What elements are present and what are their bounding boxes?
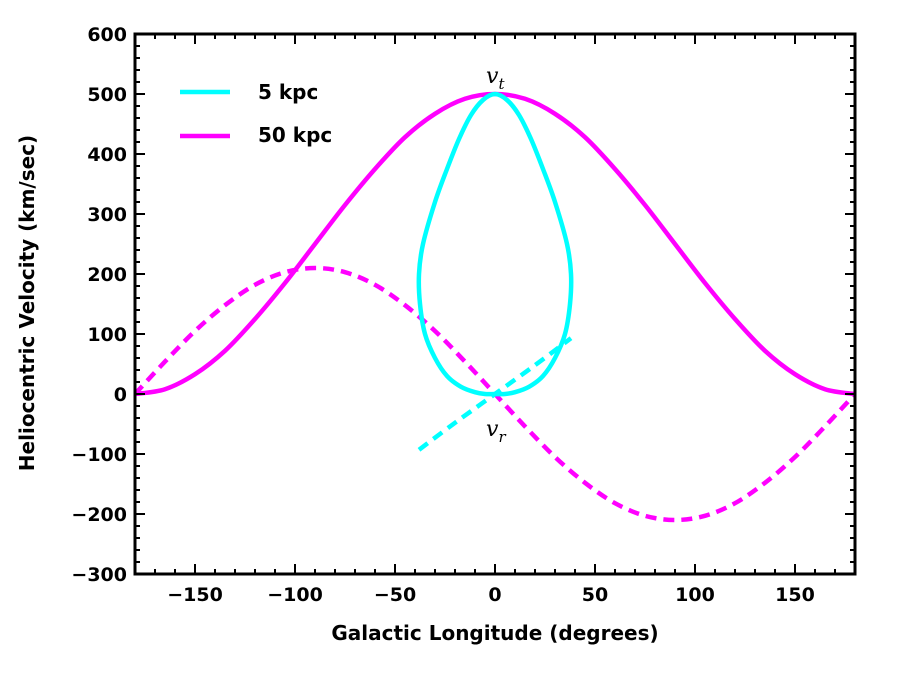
legend-label-50kpc: 50 kpc — [258, 123, 332, 147]
y-axis-title: Heliocentric Velocity (km/sec) — [15, 135, 39, 471]
x-axis-title: Galactic Longitude (degrees) — [331, 621, 658, 645]
series-line-3 — [417, 336, 573, 452]
y-tick-label-9: 600 — [87, 24, 127, 46]
series-layer — [135, 91, 855, 523]
y-tick-label-6: 300 — [87, 204, 127, 226]
series-line-0 — [135, 91, 855, 397]
annotation-vr: vr — [486, 417, 506, 446]
annotation-vr-sub: r — [498, 428, 506, 446]
y-tick-label-0: −300 — [71, 564, 127, 586]
legend: 5 kpc 50 kpc — [180, 80, 332, 147]
y-tick-label-3: 0 — [114, 384, 127, 406]
plot-frame — [133, 32, 857, 576]
x-tick-label-6: 150 — [775, 584, 815, 606]
tick-layer: −150 −100 −50 0 50 100 150 −300 −200 −100 0 100 200 3… — [71, 24, 856, 606]
y-tick-label-2: −100 — [71, 444, 127, 466]
y-tick-label-4: 100 — [87, 324, 127, 346]
x-tick-label-3: 0 — [488, 584, 501, 606]
series-line-2 — [416, 91, 574, 397]
y-tick-label-7: 400 — [87, 144, 127, 166]
annotation-vr-base: v — [486, 417, 499, 442]
legend-label-5kpc: 5 kpc — [258, 80, 318, 104]
x-tick-label-0: −150 — [167, 584, 223, 606]
x-tick-label-1: −100 — [267, 584, 323, 606]
y-tick-label-1: −200 — [71, 504, 127, 526]
annotation-vt-base: v — [486, 64, 499, 89]
y-tick-label-8: 500 — [87, 84, 127, 106]
y-tick-label-5: 200 — [87, 264, 127, 286]
x-tick-label-5: 100 — [675, 584, 715, 606]
annotation-vt: vt — [486, 64, 505, 93]
annotation-vt-sub: t — [498, 75, 505, 93]
x-tick-label-2: −50 — [374, 584, 416, 606]
x-tick-label-4: 50 — [582, 584, 608, 606]
